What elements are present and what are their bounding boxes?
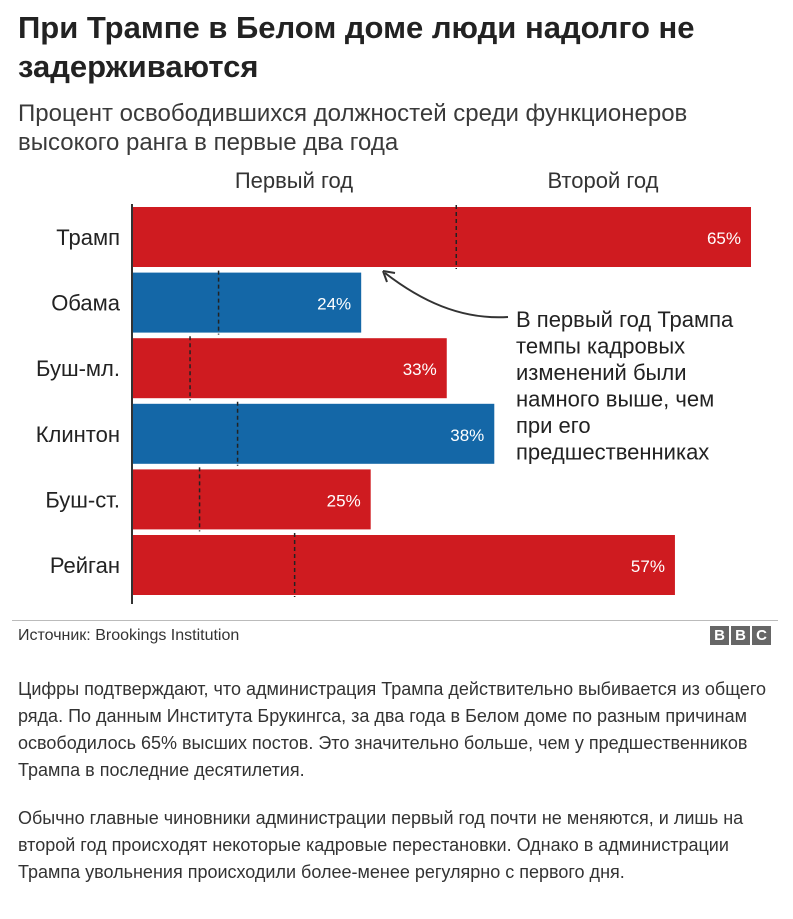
annotation-line: при его <box>516 413 591 438</box>
value-label: 25% <box>327 491 361 510</box>
bar <box>133 469 371 530</box>
bbc-logo: B B C <box>710 626 771 645</box>
annotation-arrow <box>384 272 509 319</box>
bbc-logo-letter: C <box>752 626 771 645</box>
bars-group: Трамп 65% Обама 24% Буш-мл. 33% Клинтон 38% Буш-… <box>36 205 751 597</box>
category-label: Буш-ст. <box>45 487 120 512</box>
article-paragraph: Обычно главные чиновники администрации п… <box>18 808 744 882</box>
article-paragraph: Цифры подтверждают, что администрация Тр… <box>18 679 767 780</box>
bar <box>133 272 362 333</box>
bbc-logo-letter: B <box>731 626 750 645</box>
annotation-text: В первый год Трампа темпы кадровых изменен… <box>516 307 734 465</box>
column-header-second-year: Второй год <box>547 168 658 193</box>
source-text: Источник: Brookings Institution <box>18 627 240 644</box>
annotation: В первый год Трампа темпы кадровых изменен… <box>382 270 734 465</box>
category-label: Клинтон <box>36 422 120 447</box>
annotation-line: предшественниках <box>516 440 709 465</box>
value-label: 65% <box>707 229 741 248</box>
bar <box>133 403 495 464</box>
annotation-line: В первый год Трампа <box>516 307 734 332</box>
value-label: 38% <box>450 426 484 445</box>
category-label: Обама <box>51 291 121 316</box>
bar-chart: Первый год Второй год Трамп 65% Обама 24% Бу… <box>36 168 751 604</box>
value-label: 57% <box>631 557 665 576</box>
chart-subtitle: Процент освободившихся должностей среди … <box>18 100 688 156</box>
bar <box>133 207 751 267</box>
value-label: 24% <box>317 295 351 314</box>
annotation-line: изменений были <box>516 360 687 385</box>
source-divider <box>12 620 778 621</box>
category-label: Трамп <box>56 225 120 250</box>
bar <box>133 338 447 399</box>
annotation-line: намного выше, чем <box>516 387 714 412</box>
category-label: Рейган <box>50 553 120 578</box>
bar <box>133 535 675 595</box>
annotation-arrowhead <box>382 270 396 283</box>
category-label: Буш-мл. <box>36 356 120 381</box>
column-header-first-year: Первый год <box>235 168 353 193</box>
value-label: 33% <box>403 360 437 379</box>
chart-title: При Трампе в Белом доме люди надолго не … <box>18 10 695 84</box>
bbc-logo-letter: B <box>710 626 729 645</box>
annotation-line: темпы кадровых <box>516 334 685 359</box>
